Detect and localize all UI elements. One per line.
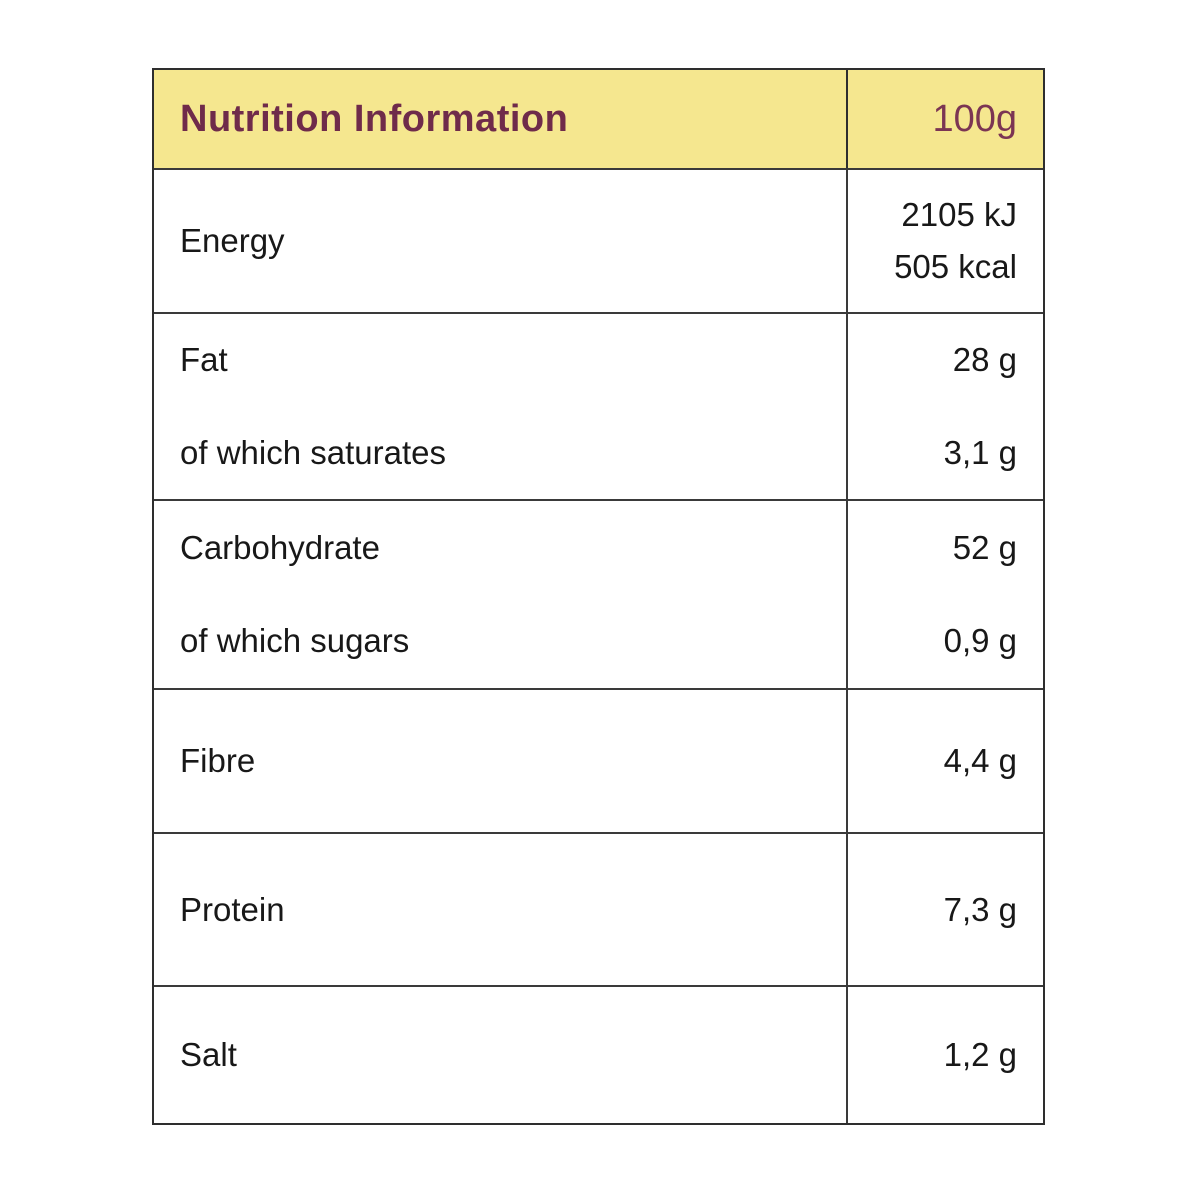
fat-value-cell: 28 g 3,1 g <box>848 314 1043 499</box>
row-subvalue: 3,1 g <box>943 433 1017 471</box>
table-header-row: Nutrition Information 100g <box>154 70 1043 168</box>
row-label: Protein <box>180 890 285 928</box>
row-label: Fat <box>180 341 228 379</box>
row-label: Salt <box>180 1036 237 1074</box>
carbohydrate-value-cell: 52 g 0,9 g <box>848 501 1043 688</box>
fibre-value-cell: 4,4 g <box>848 690 1043 832</box>
row-value: 28 g <box>952 341 1017 379</box>
header-column-cell: 100g <box>848 70 1043 168</box>
row-sublabel: of which saturates <box>180 433 446 471</box>
table-row-fat: Fat of which saturates 28 g 3,1 g <box>154 312 1043 499</box>
salt-value-cell: 1,2 g <box>848 987 1043 1123</box>
row-value: 4,4 g <box>943 742 1017 780</box>
row-value: 7,3 g <box>943 890 1017 928</box>
carbohydrate-label-cell: Carbohydrate of which sugars <box>154 501 848 688</box>
table-title: Nutrition Information <box>180 97 569 140</box>
energy-label-cell: Energy <box>154 170 848 312</box>
row-sublabel: of which sugars <box>180 622 410 660</box>
row-value-kj: 2105 kJ <box>901 196 1017 233</box>
row-label: Energy <box>180 222 285 260</box>
row-value: 52 g <box>952 528 1017 566</box>
table-row-fibre: Fibre 4,4 g <box>154 688 1043 832</box>
protein-label-cell: Protein <box>154 834 848 985</box>
table-row-carbohydrate: Carbohydrate of which sugars 52 g 0,9 g <box>154 499 1043 688</box>
table-row-salt: Salt 1,2 g <box>154 985 1043 1123</box>
row-value-kcal: 505 kcal <box>894 248 1017 285</box>
header-title-cell: Nutrition Information <box>154 70 848 168</box>
row-value: 1,2 g <box>943 1036 1017 1074</box>
column-header-100g: 100g <box>932 97 1017 140</box>
nutrition-table: Nutrition Information 100g Energy 2105 k… <box>152 68 1045 1125</box>
row-label: Carbohydrate <box>180 528 380 566</box>
salt-label-cell: Salt <box>154 987 848 1123</box>
row-subvalue: 0,9 g <box>943 622 1017 660</box>
table-row-protein: Protein 7,3 g <box>154 832 1043 985</box>
row-label: Fibre <box>180 742 256 780</box>
energy-value-cell: 2105 kJ 505 kcal <box>848 170 1043 312</box>
protein-value-cell: 7,3 g <box>848 834 1043 985</box>
fibre-label-cell: Fibre <box>154 690 848 832</box>
fat-label-cell: Fat of which saturates <box>154 314 848 499</box>
table-row-energy: Energy 2105 kJ 505 kcal <box>154 168 1043 312</box>
